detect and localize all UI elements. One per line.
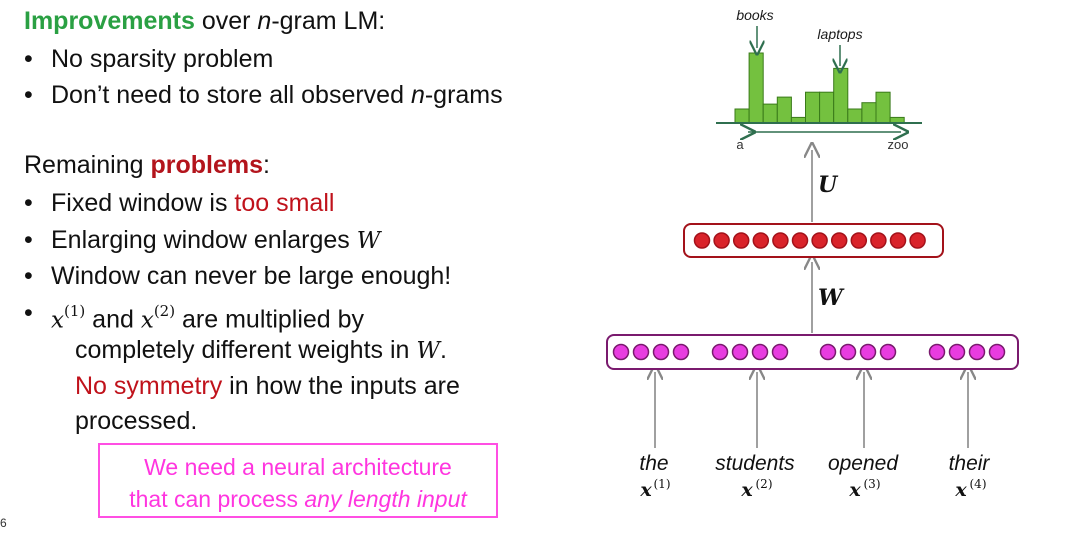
hidden-neuron (752, 232, 770, 249)
hidden-neuron (870, 232, 887, 249)
improvements-highlight: Improvements (24, 7, 195, 35)
hidden-neuron (772, 232, 789, 249)
histogram-bar (805, 91, 821, 124)
problem-item-1-text: Fixed window is too small (51, 189, 335, 217)
problem-item-4-text: x(1) and x(2) are multiplied by (51, 302, 365, 334)
improvements-heading: Improvements over n-gram LM: (24, 6, 385, 36)
histogram-bar (776, 96, 792, 124)
histogram-bar (861, 102, 877, 124)
word-their: their (949, 452, 991, 475)
input-neuron (879, 343, 897, 361)
problems-heading-text: Remaining (24, 151, 151, 179)
hidden-neuron (713, 232, 730, 249)
matrix-w-label: W (818, 285, 845, 311)
bullet-dot: • (24, 299, 33, 327)
input-neuron (632, 343, 650, 361)
problems-heading: Remaining problems: (24, 150, 270, 180)
bullet-dot: • (24, 45, 33, 73)
hidden-neuron (791, 232, 809, 249)
input-words: the students opened their x (1) x (2) x … (639, 452, 990, 501)
improvements-heading-text: over (194, 7, 258, 35)
bullet-dot: • (24, 262, 33, 290)
histogram-bar (875, 91, 891, 124)
input-layer-box (606, 334, 1019, 370)
hidden-neuron (909, 232, 926, 249)
bullet-dot: • (24, 81, 33, 109)
hidden-neuron (811, 232, 828, 249)
problem-item-4-line-3: No symmetry in how the inputs are (75, 372, 460, 400)
hidden-neuron (693, 232, 711, 249)
bullet-dot: • (24, 226, 33, 254)
hidden-neurons (693, 232, 926, 249)
x-vector-4: x (954, 479, 967, 501)
callout-line-1: We need a neural architecture (144, 454, 452, 480)
input-neuron (672, 343, 690, 361)
word-students: students (715, 452, 795, 475)
histogram-bar (819, 91, 835, 124)
input-neuron (711, 343, 729, 361)
x-vector-1-sup: (1) (654, 477, 671, 491)
input-arrows (655, 372, 968, 448)
improvements-heading-tail: -gram LM: (271, 7, 386, 35)
problems-highlight: problems (150, 151, 263, 179)
matrix-u-label: U (818, 172, 839, 198)
vocab-axis-start: a (736, 137, 744, 152)
improvements-heading-n: n (257, 7, 272, 35)
input-neuron (819, 343, 837, 361)
input-neurons (612, 343, 1006, 361)
input-neuron (839, 343, 857, 361)
input-neuron (968, 343, 986, 361)
vocab-axis-end: zoo (888, 137, 909, 152)
input-neuron (948, 343, 966, 361)
histogram-bar (847, 108, 863, 124)
x-vector-1: x (639, 479, 652, 501)
improvement-item-2-text: Don’t need to store all observed n-grams (51, 81, 503, 109)
hidden-neuron (889, 232, 907, 249)
x-vector-4-sup: (4) (970, 477, 987, 491)
label-books: books (736, 7, 773, 23)
problem-item-4-line-4: processed. (75, 407, 198, 435)
input-neuron (859, 343, 877, 361)
label-laptops: laptops (817, 26, 862, 42)
x-vector-3: x (848, 479, 861, 501)
output-distribution (734, 52, 905, 124)
input-neuron (652, 343, 670, 361)
input-neuron (612, 343, 630, 361)
x-vector-2-sup: (2) (756, 477, 773, 491)
hidden-neuron (850, 232, 868, 249)
improvement-item-1-text: No sparsity problem (51, 45, 274, 73)
histogram-bar (748, 52, 764, 124)
hidden-neuron (732, 232, 750, 249)
slide-number: 6 (0, 516, 7, 530)
histogram-bar (762, 103, 778, 124)
callout-box: We need a neural architecture that can p… (98, 443, 498, 518)
problem-item-3-text: Window can never be large enough! (51, 262, 452, 290)
input-neuron (928, 343, 946, 361)
input-neuron (751, 343, 769, 361)
input-neuron (988, 343, 1006, 361)
histogram-bar (833, 67, 849, 124)
problem-item-2-text: Enlarging window enlarges W (51, 226, 381, 254)
hidden-neuron (830, 232, 848, 249)
word-opened: opened (828, 452, 899, 475)
histogram-bar (734, 108, 750, 124)
input-neuron (771, 343, 789, 361)
word-the: the (639, 452, 668, 475)
callout-line-2: that can process any length input (129, 486, 467, 512)
bullet-dot: • (24, 189, 33, 217)
x-vector-3-sup: (3) (864, 477, 881, 491)
input-neuron (731, 343, 749, 361)
problem-item-4-line-2: completely different weights in W. (75, 336, 447, 364)
x-vector-2: x (740, 479, 753, 501)
problems-heading-colon: : (262, 151, 270, 179)
